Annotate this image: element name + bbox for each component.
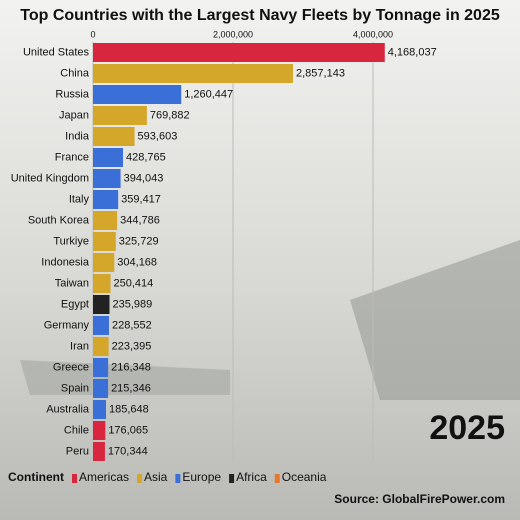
y-tick-label: China	[60, 67, 90, 79]
bar	[93, 295, 110, 314]
bar	[93, 148, 124, 167]
legend-label: Europe	[182, 470, 221, 484]
legend-label: Oceania	[282, 470, 327, 484]
bar	[93, 211, 118, 230]
y-tick-label: United Kingdom	[11, 172, 89, 184]
value-label: 170,344	[108, 445, 148, 457]
legend-swatch	[137, 474, 143, 483]
x-tick-label: 4,000,000	[353, 29, 393, 39]
bar	[93, 421, 106, 440]
bar	[93, 106, 147, 125]
y-tick-label: Australia	[46, 403, 90, 415]
value-label: 4,168,037	[388, 46, 437, 58]
chart-title: Top Countries with the Largest Navy Flee…	[20, 7, 500, 24]
y-tick-label: India	[65, 130, 90, 142]
y-tick-label: Spain	[61, 382, 89, 394]
value-label: 228,552	[112, 319, 152, 331]
value-label: 428,765	[126, 151, 166, 163]
value-label: 2,857,143	[296, 67, 345, 79]
y-tick-label: Indonesia	[41, 256, 90, 268]
legend-label: Americas	[79, 470, 129, 484]
bar	[93, 274, 111, 293]
value-label: 304,168	[117, 256, 157, 268]
value-label: 359,417	[121, 193, 161, 205]
y-tick-label: Russia	[55, 88, 90, 100]
value-label: 250,414	[114, 277, 154, 289]
bar	[93, 253, 115, 272]
legend-swatch	[72, 474, 77, 483]
x-tick-label: 2,000,000	[213, 29, 253, 39]
value-label: 215,346	[111, 382, 151, 394]
legend-swatch	[274, 474, 280, 483]
bar	[93, 337, 109, 356]
bar	[93, 232, 116, 251]
y-tick-label: Japan	[59, 109, 89, 121]
y-tick-label: Taiwan	[55, 277, 89, 289]
value-label: 394,043	[124, 172, 164, 184]
source: Source: GlobalFirePower.com	[334, 492, 505, 506]
legend-swatch	[229, 474, 235, 483]
bar	[93, 400, 106, 419]
y-tick-label: Iran	[70, 340, 89, 352]
value-label: 176,065	[108, 424, 148, 436]
y-tick-label: Italy	[69, 193, 90, 205]
bar	[93, 169, 121, 188]
y-tick-label: Egypt	[61, 298, 89, 310]
y-tick-label: United States	[23, 46, 90, 58]
ship-silhouette	[350, 240, 520, 400]
bar	[93, 64, 293, 83]
bar	[93, 190, 119, 209]
bar	[93, 316, 109, 335]
value-label: 235,989	[113, 298, 153, 310]
value-label: 223,395	[112, 340, 152, 352]
bar	[93, 85, 182, 104]
year-label: 2025	[429, 409, 505, 447]
y-tick-label: Peru	[66, 445, 89, 457]
legend-label: Africa	[236, 470, 267, 484]
value-label: 593,603	[138, 130, 178, 142]
y-tick-label: France	[55, 151, 89, 163]
bar	[93, 442, 105, 461]
legend-title: Continent	[8, 470, 64, 484]
legend-swatch	[175, 474, 181, 483]
ship-silhouette	[20, 360, 230, 395]
x-tick-label: 0	[90, 29, 95, 39]
y-tick-label: Germany	[44, 319, 90, 331]
value-label: 185,648	[109, 403, 149, 415]
legend-label: Asia	[144, 470, 168, 484]
y-tick-label: South Korea	[28, 214, 90, 226]
value-label: 325,729	[119, 235, 159, 247]
y-tick-label: Greece	[53, 361, 89, 373]
y-tick-label: Turkiye	[53, 235, 89, 247]
bar	[93, 379, 109, 398]
value-label: 216,348	[111, 361, 151, 373]
value-label: 1,260,447	[184, 88, 233, 100]
bar	[93, 43, 385, 62]
value-label: 344,786	[120, 214, 160, 226]
bar	[93, 358, 109, 377]
value-label: 769,882	[150, 109, 190, 121]
y-tick-label: Chile	[64, 424, 89, 436]
bar	[93, 127, 135, 146]
